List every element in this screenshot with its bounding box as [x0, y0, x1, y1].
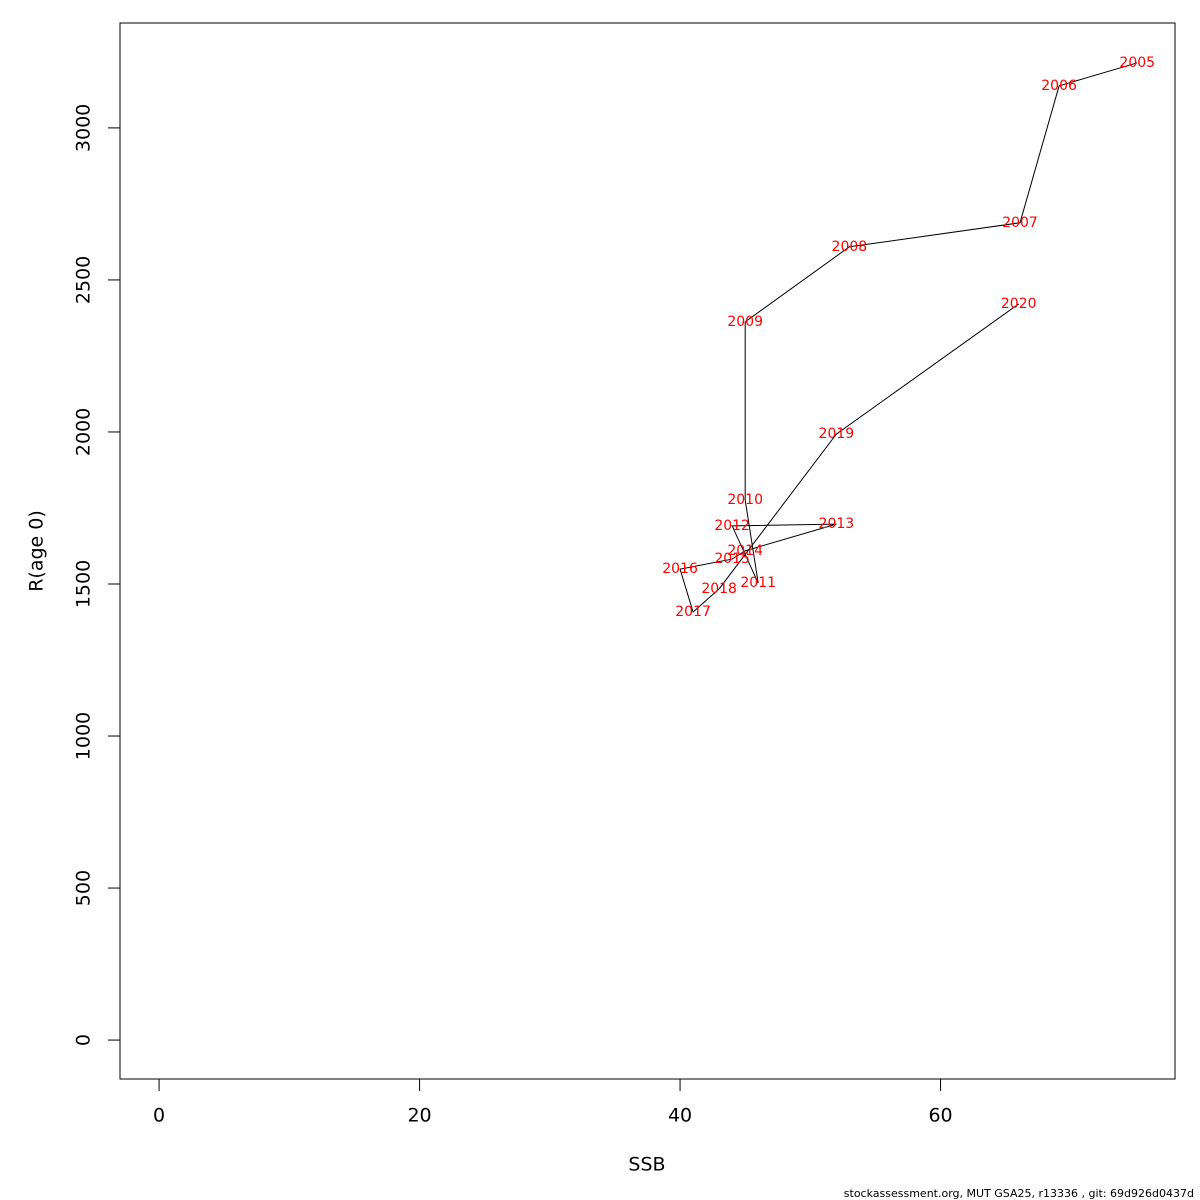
data-line: [679, 62, 1138, 613]
x-tick-label: 20: [407, 1105, 431, 1127]
x-tick-label: 40: [668, 1105, 692, 1127]
point-label: 2018: [701, 581, 737, 597]
point-label: 2013: [819, 516, 855, 532]
y-tick-label: 500: [73, 870, 95, 906]
x-axis-label: SSB: [628, 1154, 665, 1176]
point-label: 2008: [832, 239, 868, 255]
x-tick-label: 0: [153, 1105, 165, 1127]
plot-frame: [119, 22, 1176, 1080]
point-label: 2005: [1119, 55, 1155, 71]
point-label: 2020: [1001, 296, 1037, 312]
x-tick-label: 60: [928, 1105, 952, 1127]
y-tick-label: 0: [73, 1034, 95, 1046]
point-label: 2007: [1002, 215, 1038, 231]
y-tick-label: 1000: [73, 712, 95, 760]
y-axis-label: R(age 0): [26, 510, 48, 592]
point-label: 2012: [714, 518, 750, 534]
y-tick-label: 2500: [73, 256, 95, 304]
point-label: 2010: [727, 492, 763, 508]
y-tick-label: 1500: [73, 560, 95, 608]
point-label: 2015: [714, 551, 750, 567]
point-label: 2011: [740, 575, 776, 591]
point-label: 2006: [1041, 78, 1077, 94]
y-tick-label: 3000: [73, 104, 95, 152]
y-tick-label: 2000: [73, 408, 95, 456]
point-label: 2009: [727, 314, 763, 330]
footer: stockassessment.org, MUT GSA25, r13336 ,…: [844, 1187, 1194, 1200]
point-label: 2016: [662, 561, 698, 577]
point-label: 2014: [727, 543, 763, 559]
point-label: 2019: [819, 426, 855, 442]
point-label: 2017: [675, 604, 711, 620]
